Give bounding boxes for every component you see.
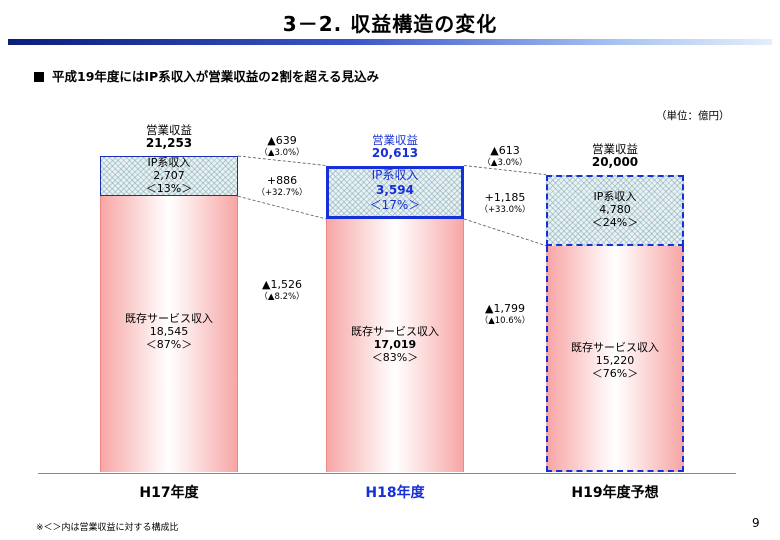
page-title: 3－2. 収益構造の変化 xyxy=(282,12,498,36)
existing-label-h18: 既存サービス収入 17,019 ＜83%＞ xyxy=(326,325,464,364)
existing-value: 17,019 xyxy=(373,338,417,352)
total-label-h17: 営業収益 21,253 xyxy=(100,124,238,150)
category-label-h17: H17年度 xyxy=(139,485,199,501)
existing-label-h19: 既存サービス収入 15,220 ＜76%＞ xyxy=(546,341,684,380)
connector-existing-h18-h19 xyxy=(463,218,547,247)
existing-label-h17: 既存サービス収入 18,545 ＜87%＞ xyxy=(100,312,238,351)
ip-series-name: IP系収入 xyxy=(147,156,191,170)
ip-share: ＜13%＞ xyxy=(145,182,193,196)
ip-value: 4,780 xyxy=(599,203,631,217)
bar-ip-h19 xyxy=(546,174,684,246)
connector-total-h18-h19 xyxy=(463,165,547,176)
square-bullet-icon xyxy=(34,72,44,82)
existing-series-name: 既存サービス収入 xyxy=(571,340,659,354)
bar-existing-h17 xyxy=(100,196,238,472)
connector-existing-h17-h18 xyxy=(237,195,327,220)
total-value: 20,613 xyxy=(371,145,419,160)
page-number: 9 xyxy=(752,516,760,530)
existing-share: ＜83%＞ xyxy=(371,351,419,365)
subtitle: 平成19年度にはIP系収入が営業収益の2割を超える見込み xyxy=(34,66,379,85)
existing-share: ＜76%＞ xyxy=(591,366,639,380)
existing-value: 18,545 xyxy=(149,325,189,339)
total-caption: 営業収益 xyxy=(146,123,192,137)
title-rule xyxy=(8,39,772,45)
category-label-h18: H18年度 xyxy=(365,485,425,501)
x-axis-line xyxy=(38,473,736,474)
bar-existing-h18 xyxy=(326,218,464,472)
total-caption: 営業収益 xyxy=(592,141,638,156)
existing-share: ＜87%＞ xyxy=(145,338,193,352)
ip-label-h17: IP系収入 2,707 ＜13%＞ xyxy=(100,156,238,195)
total-label-h18: 営業収益 20,613 xyxy=(326,132,464,160)
ip-series-name: IP系収入 xyxy=(593,190,637,204)
bar-existing-h19 xyxy=(546,245,684,472)
change-existing-h18-h19: ▲1,799 （▲10.6%） xyxy=(479,302,531,327)
ip-value: 3,594 xyxy=(376,183,414,198)
existing-series-name: 既存サービス収入 xyxy=(351,325,439,339)
total-label-h19: 営業収益 20,000 xyxy=(546,141,684,169)
footnote: ※＜＞内は営業収益に対する構成比 xyxy=(36,523,179,533)
change-ip-h17-h18: +886 （+32.7%） xyxy=(256,174,308,199)
unit-label: （単位：億円） xyxy=(656,110,730,122)
ip-share: ＜24%＞ xyxy=(591,216,639,230)
change-existing-h17-h18: ▲1,526 （▲8.2%） xyxy=(259,277,305,302)
bar-ip-h18 xyxy=(326,165,464,219)
ip-value: 2,707 xyxy=(153,169,185,183)
bar-ip-h17 xyxy=(100,156,238,197)
ip-label-h19: IP系収入 4,780 ＜24%＞ xyxy=(546,190,684,229)
existing-value: 15,220 xyxy=(595,353,635,367)
total-value: 20,000 xyxy=(591,154,639,169)
subtitle-text: 平成19年度にはIP系収入が営業収益の2割を超える見込み xyxy=(52,69,380,84)
total-caption: 営業収益 xyxy=(372,132,418,147)
ip-share: ＜17%＞ xyxy=(369,198,421,213)
change-ip-h18-h19: +1,185 （+33.0%） xyxy=(479,191,531,216)
change-total-h17-h18: ▲639 （▲3.0%） xyxy=(259,134,305,158)
change-total-h18-h19: ▲613 （▲3.0%） xyxy=(482,143,528,168)
existing-series-name: 既存サービス収入 xyxy=(125,312,213,326)
ip-series-name: IP系収入 xyxy=(371,168,419,183)
total-value: 21,253 xyxy=(145,136,193,150)
category-label-h19: H19年度予想 xyxy=(571,485,659,501)
ip-label-h18: IP系収入 3,594 ＜17%＞ xyxy=(326,168,464,213)
